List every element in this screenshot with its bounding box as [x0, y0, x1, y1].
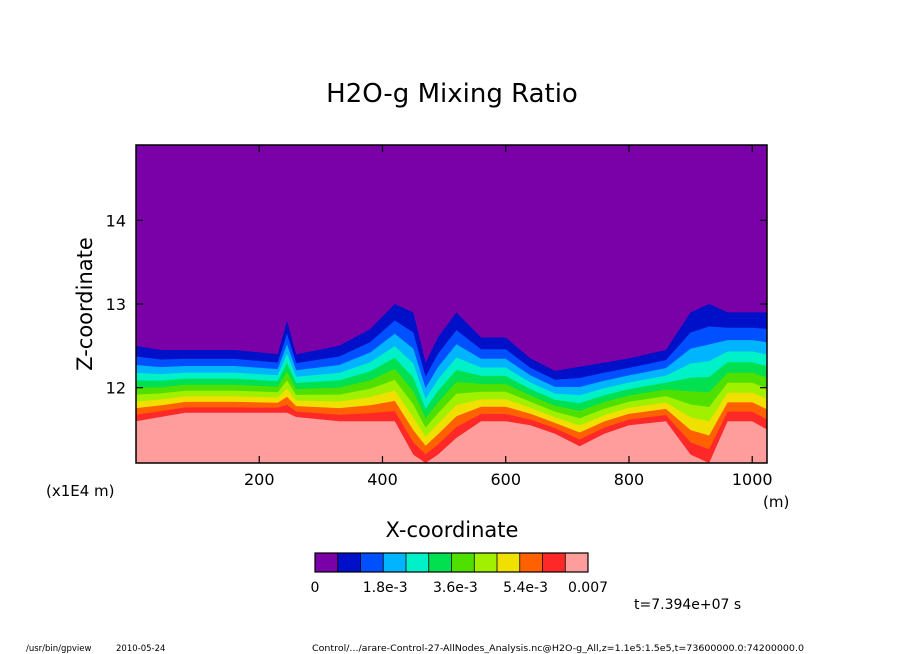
colorbar: [314, 552, 589, 573]
x-tick-label: 1000: [732, 470, 773, 489]
colorbar-swatch: [406, 553, 430, 572]
y-tick-label: 13: [106, 295, 126, 314]
x-tick-label: 200: [244, 470, 275, 489]
y-axis: 12 13 14: [106, 211, 767, 398]
y-unit-label: (x1E4 m): [46, 482, 115, 500]
plot-area: [135, 144, 768, 464]
colorbar-tick-label: 1.8e-3: [363, 580, 408, 596]
colorbar-tick-label: 5.4e-3: [503, 580, 548, 596]
colorbar-swatch: [519, 553, 543, 572]
colorbar-swatch: [315, 553, 339, 572]
chart-title: H2O-g Mixing Ratio: [326, 79, 578, 109]
colorbar-frame: [314, 552, 589, 573]
colorbar-labels: 0 1.8e-3 3.6e-3 5.4e-3 0.007: [311, 580, 609, 596]
y-axis-label: Z-coordinate: [73, 237, 97, 371]
x-tick-label: 400: [367, 470, 398, 489]
colorbar-tick-label: 0: [311, 580, 320, 596]
contour-bands: [136, 304, 767, 463]
footer-program: /usr/bin/gpview: [26, 644, 91, 654]
colorbar-swatch: [565, 553, 589, 572]
colorbar-tick-label: 3.6e-3: [433, 580, 478, 596]
x-tick-label: 600: [490, 470, 521, 489]
x-unit-label: (m): [763, 493, 789, 511]
colorbar-swatch: [428, 553, 452, 572]
colorbar-swatch: [542, 553, 566, 572]
colorbar-swatch: [360, 553, 384, 572]
x-axis-label: X-coordinate: [386, 518, 519, 542]
y-tick-label: 12: [106, 379, 126, 398]
time-label: t=7.394e+07 s: [634, 597, 741, 613]
colorbar-swatch: [383, 553, 407, 572]
contour-band: [136, 412, 767, 463]
footer-date: 2010-05-24: [116, 644, 165, 654]
x-axis: 200 400 600 800 1000: [244, 145, 773, 489]
footer-source: Control/.../arare-Control-27-AllNodes_An…: [312, 644, 804, 654]
colorbar-swatch: [337, 553, 361, 572]
colorbar-swatch: [497, 553, 521, 572]
x-tick-label: 800: [614, 470, 645, 489]
colorbar-swatch: [474, 553, 498, 572]
colorbar-tick-label: 0.007: [568, 580, 608, 596]
y-tick-label: 14: [106, 211, 126, 230]
colorbar-swatch: [451, 553, 475, 572]
